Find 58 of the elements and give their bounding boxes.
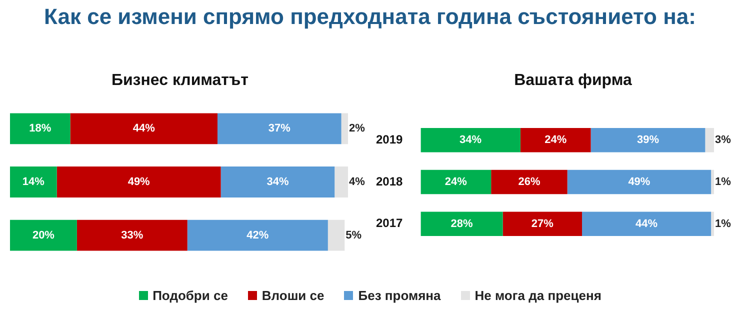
bar <box>76 220 188 251</box>
data-label: 37% <box>268 122 291 135</box>
data-label: 34% <box>266 176 289 188</box>
data-label: 39% <box>636 134 660 146</box>
bar <box>705 128 714 152</box>
data-label: 24% <box>444 176 468 188</box>
bar <box>711 170 714 194</box>
bar <box>420 128 520 152</box>
legend-label: Не мога да преценя <box>474 288 602 303</box>
data-label: 24% <box>544 134 567 146</box>
bar <box>220 166 335 198</box>
bar <box>502 212 582 236</box>
data-label: 49% <box>628 176 650 188</box>
bar <box>491 170 568 194</box>
chart-title: Вашата фирма <box>513 72 633 90</box>
bar <box>10 220 77 251</box>
bar <box>70 113 218 144</box>
bar <box>187 220 328 251</box>
bar <box>520 128 591 152</box>
y-tick-label: 2017 <box>376 216 404 230</box>
data-label: 20% <box>32 229 55 242</box>
bar <box>334 166 348 198</box>
bar <box>420 170 492 194</box>
legend-label: Без промяна <box>357 288 441 303</box>
data-label: 14% <box>22 176 45 188</box>
bar <box>328 220 345 251</box>
data-label: 44% <box>636 218 658 230</box>
data-label: 33% <box>121 229 144 242</box>
data-label: 18% <box>29 122 52 135</box>
chart-subtitle: Бизнес климатът <box>110 72 250 90</box>
data-label: 1% <box>715 176 732 188</box>
bar <box>567 170 712 194</box>
legend-label: Влоши се <box>260 288 324 303</box>
chart-title: Как се измени спрямо предходната година състоянието на: <box>43 4 697 30</box>
data-label: 27% <box>531 218 554 230</box>
bar <box>56 166 221 198</box>
bar <box>590 128 706 152</box>
data-label: 2% <box>349 122 366 135</box>
data-label: 26% <box>518 176 540 188</box>
bar <box>582 212 712 236</box>
legend-label: Подобри се <box>152 288 228 303</box>
bar <box>420 212 503 236</box>
y-tick-label: 2019 <box>376 132 404 146</box>
bar <box>10 166 57 198</box>
y-tick-label: 2018 <box>376 174 404 188</box>
data-label: 4% <box>349 176 366 188</box>
data-label: 44% <box>132 122 156 135</box>
bar <box>341 113 348 144</box>
data-label: 5% <box>346 229 362 242</box>
data-label: 34% <box>460 134 482 146</box>
data-label: 28% <box>450 218 473 230</box>
bar <box>711 212 714 236</box>
data-label: 42% <box>246 229 269 242</box>
data-label: 3% <box>715 134 732 146</box>
bar <box>10 113 70 144</box>
bar <box>217 113 342 144</box>
data-label: 49% <box>128 176 150 188</box>
data-label: 1% <box>715 218 732 230</box>
